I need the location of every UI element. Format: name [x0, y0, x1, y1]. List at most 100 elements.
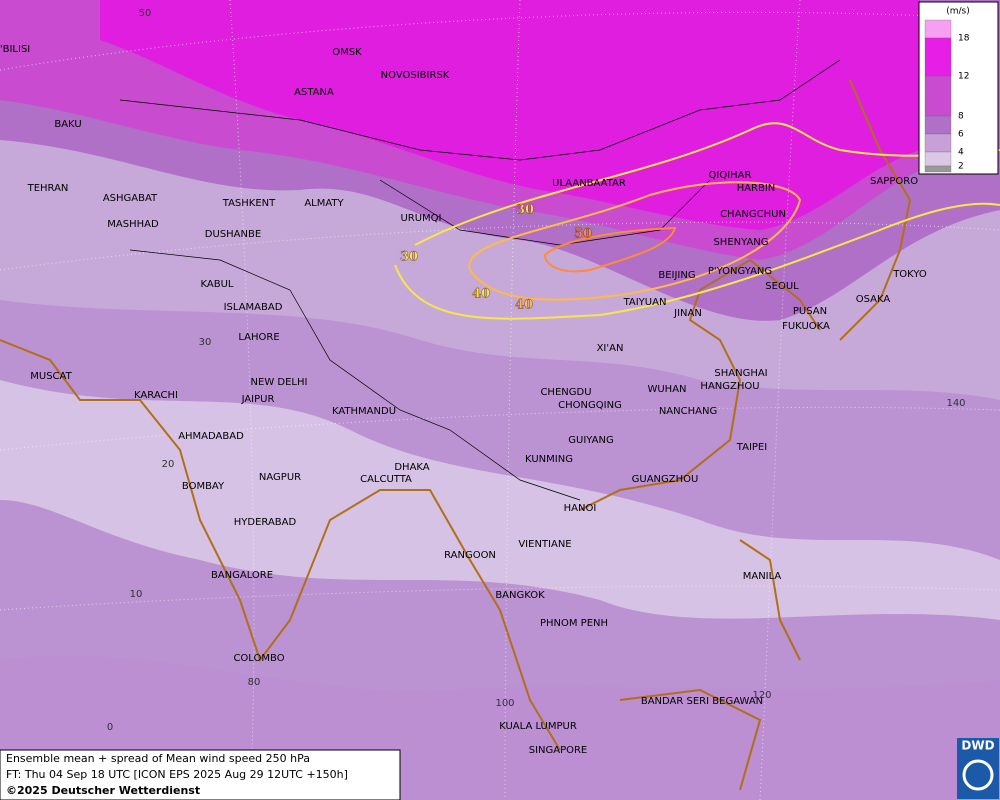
city-label: SHENYANG	[713, 237, 768, 248]
city-label: CALCUTTA	[360, 474, 412, 485]
city-label: DUSHANBE	[205, 229, 261, 240]
city-label: HYDERABAD	[234, 517, 297, 528]
legend-scale: 18 12 8 6 4 2	[924, 19, 970, 173]
legend-swatch	[924, 165, 952, 173]
city-label: ASHGABAT	[103, 193, 158, 204]
city-label: HANOI	[564, 503, 597, 514]
logo-icon	[962, 759, 994, 791]
city-label: TEHRAN	[27, 183, 69, 194]
graticule-label: 120	[752, 690, 771, 701]
field-2-4	[0, 380, 1000, 620]
city-label: NOVOSIBIRSK	[381, 70, 450, 81]
legend-unit: (m/s)	[946, 7, 970, 17]
city-label: T'BILISI	[0, 44, 30, 55]
city-label: TAIPEI	[736, 442, 767, 453]
city-label: DHAKA	[394, 462, 429, 473]
legend-level: 18	[958, 34, 970, 44]
city-label: NANCHANG	[659, 406, 717, 417]
city-label: P'YONGYANG	[708, 266, 772, 277]
graticule-label: 50	[139, 8, 152, 19]
graticule-label: 0	[107, 722, 113, 733]
graticule-label: 30	[199, 337, 212, 348]
legend-level: 8	[958, 112, 964, 122]
legend-swatch	[924, 75, 952, 117]
legend-level: 12	[958, 72, 969, 82]
city-label: HARBIN	[737, 183, 776, 194]
city-label: CHONGQING	[558, 400, 622, 411]
logo-text: DWD	[961, 739, 994, 753]
city-label: COLOMBO	[233, 653, 284, 664]
city-label: JAIPUR	[241, 394, 275, 405]
city-label: KABUL	[201, 279, 234, 290]
city-label: TAIYUAN	[623, 297, 667, 308]
city-label: BANDAR SERI BEGAWAN	[641, 696, 763, 707]
city-label: JINAN	[673, 308, 702, 319]
city-label: AHMADABAD	[178, 431, 244, 442]
legend-swatch	[924, 115, 952, 135]
city-label: MUSCAT	[30, 371, 72, 382]
city-label: FUKUOKA	[782, 321, 830, 332]
city-label: WUHAN	[647, 384, 686, 395]
city-label: ISLAMABAD	[224, 302, 283, 313]
city-label: OMSK	[332, 47, 362, 58]
city-label: PUSAN	[793, 306, 827, 317]
city-label: MASHHAD	[107, 219, 159, 230]
legend-swatch	[924, 19, 952, 39]
city-label: BANGALORE	[211, 570, 273, 581]
contour-label: 50	[574, 227, 592, 242]
borders	[119, 59, 841, 501]
city-label: BEIJING	[658, 270, 695, 281]
city-label: LAHORE	[238, 332, 279, 343]
coastlines	[0, 79, 912, 791]
city-label: BAKU	[54, 119, 81, 130]
city-label: SHANGHAI	[714, 368, 767, 379]
legend-level: 4	[958, 148, 964, 158]
city-label: OSAKA	[856, 294, 891, 305]
city-label: RANGOON	[444, 550, 496, 561]
city-label: GUANGZHOU	[632, 474, 699, 485]
city-label: TOKYO	[892, 269, 927, 280]
city-label: ULAANBAATAR	[552, 178, 626, 189]
city-label: SAPPORO	[870, 176, 918, 187]
caption-line: ©2025 Deutscher Wetterdienst	[6, 784, 200, 797]
city-label: GUIYANG	[568, 435, 613, 446]
graticule-label: 10	[130, 589, 143, 600]
caption-line: Ensemble mean + spread of Mean wind spee…	[6, 752, 310, 765]
city-label: QIQIHAR	[709, 170, 752, 181]
labels: T'BILISI OMSK NOVOSIBIRSK ASTANA BAKU TEHRAN A…	[0, 8, 966, 756]
contour-label: 30	[516, 203, 534, 218]
city-label: SEOUL	[765, 281, 799, 292]
city-label: TASHKENT	[222, 198, 276, 209]
field-12-18	[100, 0, 920, 230]
legend-level: 2	[958, 162, 964, 172]
city-label: VIENTIANE	[518, 539, 571, 550]
city-label: KATHMANDU	[332, 406, 396, 417]
city-label: HANGZHOU	[700, 381, 759, 392]
city-label: NEW DELHI	[251, 377, 308, 388]
city-label: ASTANA	[294, 87, 334, 98]
caption-line: FT: Thu 04 Sep 18 UTC [ICON EPS 2025 Aug…	[6, 768, 348, 781]
legend-level: 6	[958, 130, 964, 140]
city-label: SINGAPORE	[529, 745, 588, 756]
city-label: KUNMING	[525, 454, 573, 465]
contour-label: 40	[515, 298, 533, 313]
city-label: NAGPUR	[259, 472, 301, 483]
contour-label: 30	[400, 250, 418, 265]
city-label: KARACHI	[134, 390, 178, 401]
city-label: KUALA LUMPUR	[499, 721, 577, 732]
city-label: XI'AN	[597, 343, 624, 354]
city-label: CHENGDU	[540, 387, 591, 398]
city-label: PHNOM PENH	[540, 618, 608, 629]
graticule-label: 140	[946, 398, 965, 409]
city-label: BANGKOK	[495, 590, 545, 601]
graticule-label: 80	[248, 677, 261, 688]
city-label: MANILA	[743, 571, 782, 582]
caption-box	[0, 749, 401, 800]
legend-swatch	[924, 151, 952, 167]
city-label: URUMQI	[400, 213, 441, 224]
contour-label: 40	[472, 287, 490, 302]
city-label: CHANGCHUN	[720, 209, 786, 220]
legend-swatch	[924, 37, 952, 77]
city-label: BOMBAY	[182, 481, 225, 492]
